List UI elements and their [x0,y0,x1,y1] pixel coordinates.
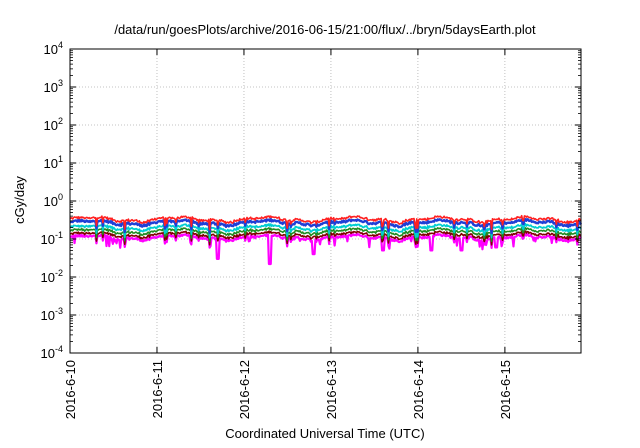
x-axis: 2016-6-10 2016-6-11 2016-6-12 2016-6-13 2016… [63,49,513,419]
series-line [69,230,582,246]
x-axis-label: Coordinated Universal Time (UTC) [225,426,424,441]
x-tick-label: 2016-6-12 [237,360,252,419]
y-tick-label: 10-3 [41,306,63,323]
y-tick-label: 103 [44,78,63,95]
series-line [69,217,583,235]
y-tick-label: 101 [44,154,63,171]
y-axis: 10-4 10-3 10-2 10-1 100 101 102 103 104 [41,40,581,361]
y-tick-label: 10-4 [41,344,63,361]
plot-area [69,214,583,266]
chart-title: /data/run/goesPlots/archive/2016-06-15/2… [114,22,536,37]
y-axis-label: cGy/day [12,176,27,224]
x-tick-label: 2016-6-14 [411,360,426,419]
grid-lines [69,48,581,354]
y-tick-label: 100 [44,192,63,209]
x-tick-label: 2016-6-13 [324,360,339,419]
y-tick-label: 10-1 [41,230,63,247]
series-line [69,232,582,266]
x-tick-label: 2016-6-10 [63,360,78,419]
y-tick-label: 102 [44,116,63,133]
y-tick-label: 104 [44,40,63,57]
y-tick-label: 10-2 [41,268,63,285]
x-tick-label: 2016-6-15 [498,360,513,419]
series-line [69,222,582,239]
series-line [69,214,582,231]
x-tick-label: 2016-6-11 [150,360,165,418]
series-line [69,226,582,243]
